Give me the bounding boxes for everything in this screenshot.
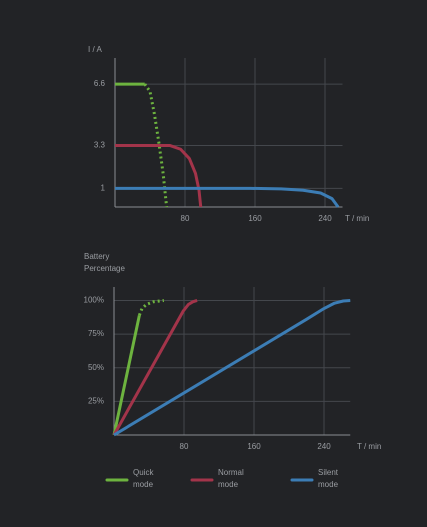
y-tick-label: 3.3 [94,141,106,150]
y-tick-label: 50% [88,363,104,372]
series-line-dotted [143,83,169,208]
x-tick-label: 80 [180,442,189,451]
x-axis-label: T / min [357,442,381,451]
series-line-dotted [137,298,165,316]
legend-label: Quick mode [133,468,154,489]
series-line [113,298,351,437]
y-tick-label: 6.6 [94,79,106,88]
y-axis-label: Battery Percentage [84,252,125,273]
legend-label: Normal mode [218,468,244,489]
y-tick-label: 25% [88,396,104,405]
x-tick-label: 240 [318,214,332,223]
x-tick-label: 80 [181,214,190,223]
x-tick-label: 160 [248,214,262,223]
x-axis-label: T / min [345,214,369,223]
x-tick-label: 240 [317,442,331,451]
y-tick-label: 100% [84,296,104,305]
y-tick-label: 1 [101,183,106,192]
series-line [115,144,203,208]
y-axis-label: I / A [88,45,102,54]
y-tick-label: 75% [88,329,104,338]
series-line [112,314,141,436]
series-line [115,186,340,208]
legend-label: Silent mode [318,468,339,489]
series-line [112,299,198,436]
x-tick-label: 160 [247,442,261,451]
